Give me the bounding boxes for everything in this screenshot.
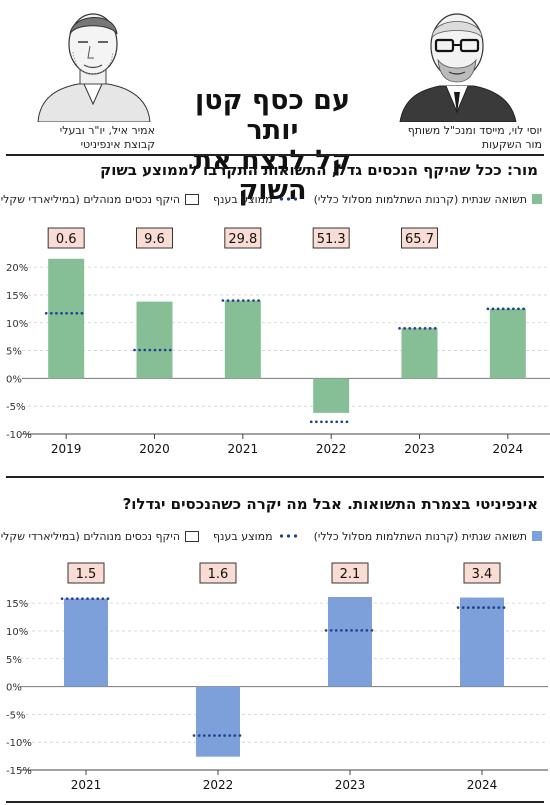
x-tick-label: 2019	[51, 442, 82, 456]
legend-green-swatch	[532, 194, 542, 204]
y-tick-label: 10%	[6, 319, 28, 330]
aum-label-box	[331, 562, 369, 584]
legend-annual-return-label: תשואה שנתית (קרנות השתלמות מסלול כללי)	[313, 192, 527, 206]
headline-line-1: עם כסף קטן יותר	[195, 85, 350, 146]
chart-2-legend: תשואה שנתית (קרנות השתלמות מסלול כללי) מ…	[0, 528, 542, 544]
left-person-name-title: אמיר איל, יו"ר ובעלי	[59, 124, 155, 137]
x-tick-label: 2023	[404, 442, 435, 456]
legend-annual-return-label-2: תשואה שנתית (קרנות השתלמות מסלול כללי)	[313, 529, 527, 543]
return-bar	[196, 686, 240, 757]
legend-sector-avg-2: ממוצע בענף	[213, 530, 300, 543]
left-portrait-illustration	[37, 13, 151, 122]
y-tick-label: 0%	[6, 683, 22, 694]
return-bar	[64, 598, 108, 687]
x-tick-label: 2023	[335, 778, 366, 792]
legend-aum: היקף נכסים מנוהלים (במיליארדי שקלים)	[0, 192, 200, 206]
chart-2-title: אינפיניטי בצמרת התשואות. אבל מה יקרה כשה…	[122, 495, 538, 513]
chart-2-plot: -15% -10% -5% 0% 5% 10% 15% 2021 1.5 2022 1.6 2023 2…	[6, 562, 548, 792]
aum-value: 3.4	[472, 567, 493, 582]
return-bar	[313, 378, 350, 413]
bottom-rule	[6, 801, 544, 803]
aum-value: 9.6	[144, 232, 165, 247]
y-tick-label: 15%	[6, 291, 28, 302]
headline: עם כסף קטן יותר קל לנצח את השוק	[165, 86, 380, 206]
x-tick-label: 2024	[467, 778, 498, 792]
return-bar	[328, 597, 372, 687]
left-person-caption: אמיר איל, יו"ר ובעלי קבוצת אינפיניטי	[20, 124, 155, 152]
chart-1-plot: -10% -5% 0% 5% 10% 15% 20% 2019 0.6 2020 9.6 2021 29…	[6, 227, 550, 456]
aum-label-box	[224, 227, 262, 249]
y-tick-label: -10%	[6, 430, 32, 441]
right-portrait-illustration	[399, 13, 517, 122]
y-tick-label: 5%	[6, 655, 22, 666]
x-tick-label: 2024	[493, 442, 524, 456]
legend-sector-avg-label: ממוצע בענף	[213, 192, 273, 206]
y-tick-label: -5%	[6, 710, 25, 721]
x-tick-label: 2022	[316, 442, 347, 456]
headline-line-2: קל לנצח את השוק	[193, 145, 352, 206]
y-tick-label: -10%	[6, 738, 32, 749]
aum-label-box	[312, 227, 350, 249]
legend-aum-2: היקף נכסים מנוהלים (במיליארדי שקלים)	[0, 529, 200, 543]
right-person-name-title: יוסי לוי, מייסד ומנכ"ל משותף	[407, 124, 542, 137]
return-bar	[489, 308, 526, 379]
return-bar	[48, 258, 85, 379]
x-tick-label: 2021	[228, 442, 259, 456]
y-tick-label: 10%	[6, 627, 28, 638]
aum-label-box	[136, 227, 173, 249]
return-bar	[136, 301, 173, 379]
aum-value: 65.7	[405, 232, 434, 247]
left-person-company: קבוצת אינפיניטי	[80, 138, 155, 151]
y-tick-label: -15%	[6, 766, 32, 777]
aum-label-box	[401, 227, 438, 249]
aum-value: 2.1	[340, 567, 361, 582]
return-bar	[401, 328, 438, 379]
aum-label-box	[463, 562, 501, 584]
legend-sector-avg-label-2: ממוצע בענף	[213, 529, 273, 543]
legend-aum-label: היקף נכסים מנוהלים (במיליארדי שקלים)	[0, 192, 181, 206]
legend-blue-swatch	[532, 531, 542, 541]
aum-label-box	[67, 562, 105, 584]
aum-value: 1.5	[76, 567, 97, 582]
legend-dots-swatch-2	[277, 534, 300, 538]
right-person-caption: יוסי לוי, מייסד ומנכ"ל משותף מור השקעות	[370, 124, 542, 152]
y-tick-label: 20%	[6, 263, 28, 274]
legend-aum-label-2: היקף נכסים מנוהלים (במיליארדי שקלים)	[0, 529, 181, 543]
aum-value: 29.8	[228, 232, 257, 247]
y-tick-label: -5%	[6, 402, 25, 413]
aum-value: 1.6	[208, 567, 229, 582]
legend-annual-return: תשואה שנתית (קרנות השתלמות מסלול כללי)	[314, 193, 542, 206]
legend-dots-swatch	[277, 197, 300, 201]
return-bar	[460, 597, 504, 687]
legend-annual-return-2: תשואה שנתית (קרנות השתלמות מסלול כללי)	[314, 530, 542, 543]
x-tick-label: 2022	[203, 778, 234, 792]
aum-value: 51.3	[317, 232, 346, 247]
y-tick-label: 5%	[6, 347, 22, 358]
aum-label-box	[199, 562, 237, 584]
legend-box-swatch-2	[185, 530, 200, 542]
y-tick-label: 15%	[6, 599, 28, 610]
y-tick-label: 0%	[6, 374, 22, 385]
aum-label-box	[47, 227, 85, 249]
legend-sector-avg: ממוצע בענף	[213, 193, 300, 206]
right-person-company: מור השקעות	[481, 138, 542, 151]
aum-value: 0.6	[56, 232, 77, 247]
section-1-top-rule	[6, 154, 544, 156]
chart-1-legend: תשואה שנתית (קרנות השתלמות מסלול כללי) מ…	[0, 191, 542, 207]
chart-1-title: מור: ככל שהיקף הנכסים גדל, התשואות התקרב…	[100, 161, 538, 179]
section-2-top-rule	[6, 476, 544, 478]
legend-box-swatch	[185, 193, 200, 205]
x-tick-label: 2020	[139, 442, 170, 456]
return-bar	[224, 300, 261, 379]
x-tick-label: 2021	[71, 778, 102, 792]
